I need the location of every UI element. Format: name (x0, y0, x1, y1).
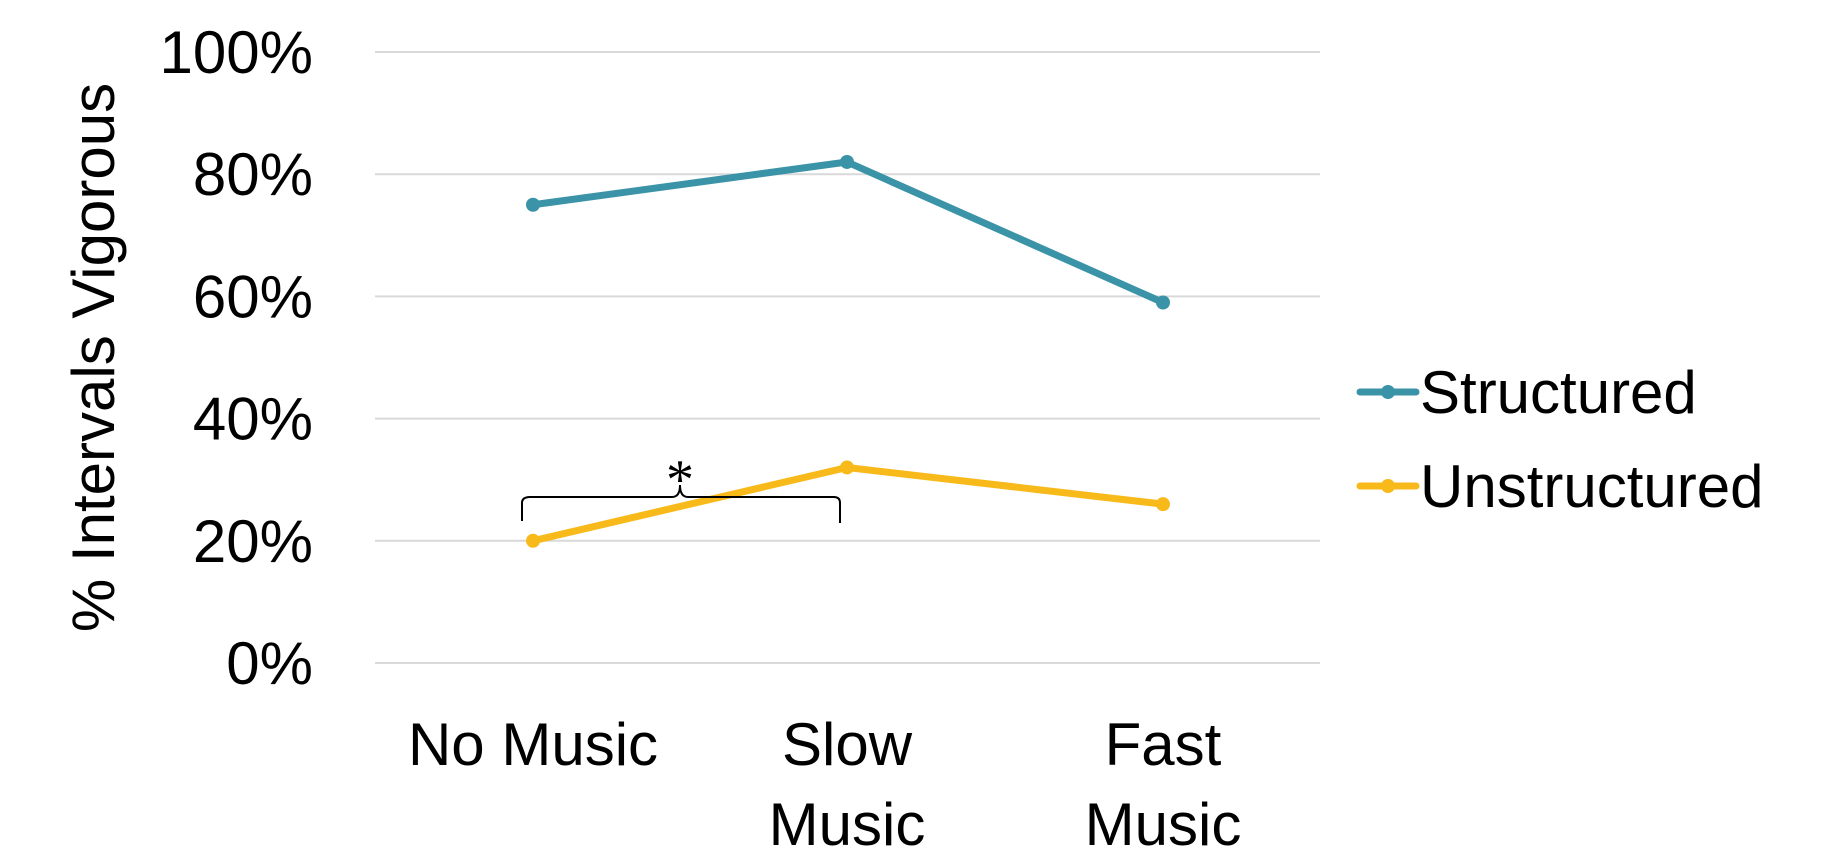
x-tick-label: Slow Music (769, 711, 926, 857)
y-axis-ticks: 0% 20% 40% 60% 80% 100% (160, 19, 313, 697)
significance-annotation: * (521, 449, 841, 523)
x-tick-label: Fast Music (1085, 711, 1242, 857)
data-point-unstructured (1156, 497, 1170, 512)
data-point-structured (840, 154, 854, 169)
y-tick-label: 40% (193, 386, 313, 453)
x-axis-ticks: No Music Slow Music Fast Music (408, 711, 1241, 857)
y-tick-label: 0% (226, 630, 313, 697)
legend-marker-structured (1381, 385, 1395, 399)
series-line-unstructured (529, 463, 1167, 545)
y-tick-label: 80% (193, 141, 313, 208)
x-tick-label-line: Music (769, 791, 926, 857)
data-point-unstructured (526, 533, 540, 548)
data-point-structured (526, 197, 540, 212)
significance-bracket (521, 484, 841, 523)
y-tick-label: 60% (193, 263, 313, 330)
x-tick-label-line: Music (1085, 791, 1242, 857)
y-axis-title: % Intervals Vigorous (60, 83, 127, 632)
series-line-structured (529, 158, 1167, 307)
legend-marker-unstructured (1381, 479, 1395, 493)
data-point-structured (1156, 295, 1170, 310)
legend: Structured Unstructured (1356, 359, 1763, 520)
gridlines (375, 51, 1320, 664)
y-tick-label: 20% (193, 508, 313, 575)
x-tick-label: No Music (408, 711, 658, 778)
data-point-unstructured (840, 460, 854, 475)
x-tick-label-line: No Music (408, 711, 658, 778)
x-tick-label-line: Fast (1105, 711, 1222, 778)
y-tick-label: 100% (160, 19, 313, 86)
series-lines (526, 154, 1170, 548)
legend-label-unstructured: Unstructured (1420, 453, 1763, 520)
significance-asterisk: * (666, 449, 694, 511)
x-tick-label-line: Slow (782, 711, 913, 778)
legend-label-structured: Structured (1420, 359, 1697, 426)
